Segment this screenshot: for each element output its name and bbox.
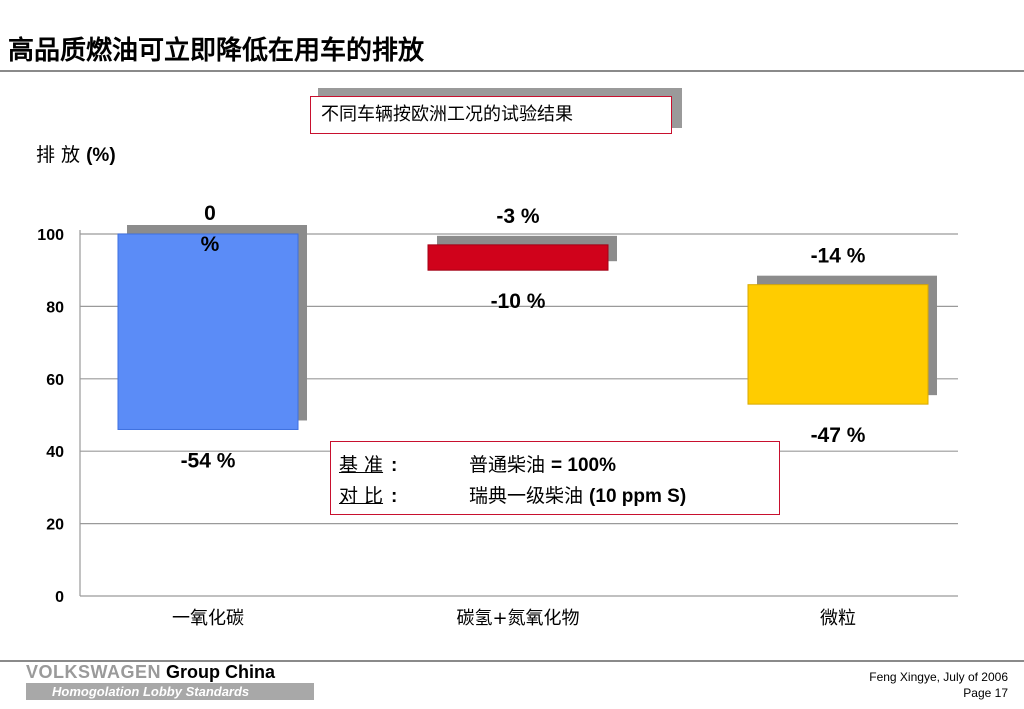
legend-compare-value: 瑞典一级柴油 (10 ppm S): [469, 481, 686, 508]
legend-baseline-pct: = 100%: [551, 455, 617, 476]
footer-credit: Feng Xingye, July of 2006 Page 17: [869, 669, 1008, 701]
data-label-top: -3 %: [496, 205, 540, 228]
legend-row-compare: 对 比: 瑞典一级柴油 (10 ppm S): [339, 481, 686, 508]
data-label-top: -14 %: [811, 245, 866, 268]
y-tick-label: 80: [46, 299, 64, 316]
brand-tagline: Homogolation Lobby Standards: [26, 683, 314, 700]
x-category-label: 碳氢+氮氧化物: [456, 608, 579, 629]
page-title: 高品质燃油可立即降低在用车的排放: [8, 36, 425, 66]
legend-compare-sulfur: (10 ppm S): [589, 486, 687, 507]
legend-compare-key: 对 比: [339, 485, 384, 507]
x-category-label: 微粒: [820, 608, 856, 629]
data-label-top-unit: %: [201, 233, 220, 256]
legend-baseline-key: 基 准: [339, 454, 384, 476]
data-label-reduction: -47 %: [811, 424, 866, 447]
y-tick-label: 100: [37, 227, 64, 244]
title-divider: [0, 70, 1024, 72]
legend-baseline-fuel: 普通柴油: [469, 454, 552, 476]
legend-baseline-value: 普通柴油 = 100%: [469, 450, 616, 477]
legend-box: 基 准: 普通柴油 = 100% 对 比: 瑞典一级柴油 (10 ppm S): [330, 441, 780, 515]
y-axis-label-text: 排 放: [36, 144, 87, 166]
chart-subtitle: 不同车辆按欧洲工况的试验结果: [310, 96, 672, 134]
brand-group-china: Group China: [161, 662, 276, 682]
y-tick-label: 0: [55, 589, 64, 606]
data-label-top: 0: [204, 202, 216, 225]
data-label-reduction: -54 %: [181, 449, 236, 472]
legend-baseline-colon: :: [391, 455, 398, 476]
bar: [117, 233, 299, 430]
bar: [747, 284, 929, 405]
y-axis-label-unit: (%): [86, 145, 116, 166]
x-category-label: 一氧化碳: [172, 608, 244, 629]
page-number: Page 17: [963, 686, 1008, 700]
y-tick-label: 40: [46, 444, 64, 461]
data-label-reduction: -10 %: [491, 290, 546, 313]
legend-compare-colon: :: [391, 486, 398, 507]
legend-compare-fuel: 瑞典一级柴油: [469, 485, 590, 507]
y-tick-label: 20: [46, 517, 64, 534]
bar: [427, 244, 609, 271]
brand-logo: VOLKSWAGEN Group China: [26, 662, 275, 683]
footer-author: Feng Xingye, July of 2006: [869, 670, 1008, 684]
footer-divider: [0, 660, 1024, 662]
legend-row-baseline: 基 准: 普通柴油 = 100%: [339, 450, 616, 477]
brand-volkswagen: VOLKSWAGEN: [26, 662, 162, 682]
y-tick-label: 60: [46, 372, 64, 389]
y-axis-label: 排 放 (%): [36, 140, 116, 167]
